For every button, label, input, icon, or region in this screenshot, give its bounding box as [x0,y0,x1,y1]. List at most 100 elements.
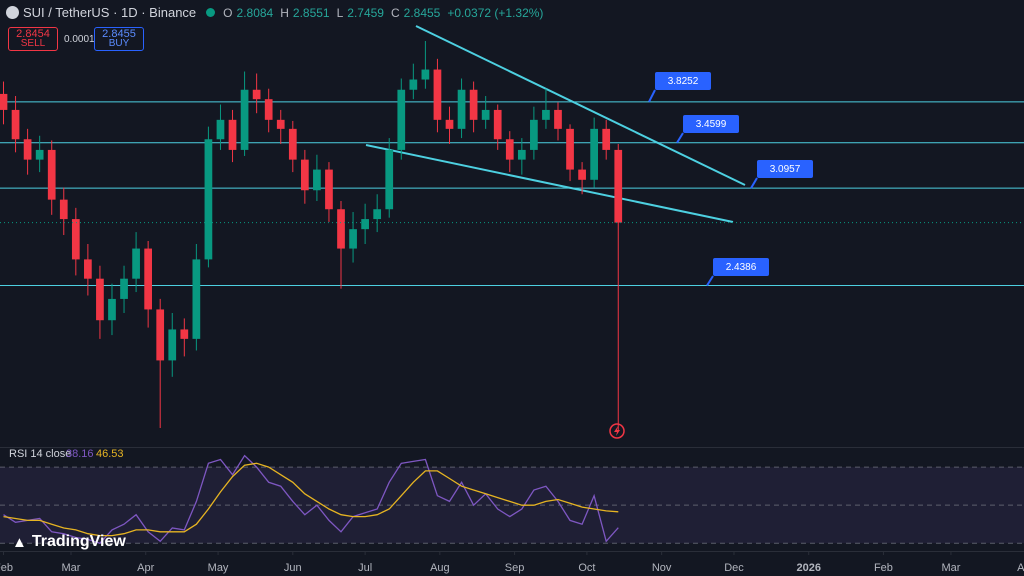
rsi-pane [0,454,1024,544]
candle-body [517,149,526,160]
ohlc-label: L [336,5,344,20]
candle-body [505,139,514,160]
x-tick-label: May [208,562,229,574]
rsi-ma-value: 46.53 [96,448,124,460]
ohlc-label: H [280,5,289,20]
candle-body [84,259,92,279]
candle-body [240,89,249,150]
candle-body [469,89,478,120]
candle-body [337,209,345,249]
candle-body [433,69,442,120]
label-pointer [676,132,684,144]
candle-body [228,119,237,150]
trade-panel: 2.8454 SELL 0.0001 2.8455 BUY [8,27,144,51]
candle-body [481,109,490,120]
candle-body [397,89,406,150]
x-tick-label: Oct [578,562,595,574]
ohlc-value: 2.8455 [403,5,441,20]
candle-body [35,149,44,160]
candles [0,40,1024,431]
candle-body [168,329,177,361]
candle-body [264,99,273,120]
x-tick-label: Mar [941,562,960,574]
candle-body [71,219,80,260]
candle-body [23,139,32,160]
candle-body [180,329,189,339]
x-tick-label: Feb [874,562,893,574]
buy-label: BUY [108,38,130,49]
candle-body [457,89,466,129]
sell-price: 2.8454 [16,28,50,40]
x-tick-label: Apr [1017,562,1024,574]
sell-button[interactable]: 2.8454 SELL [8,27,58,51]
symbol-logo [6,6,19,19]
candle-body [445,119,454,129]
ohlc-value: 2.7459 [347,5,384,20]
ohlc-label: O [223,5,233,20]
x-tick-label: Feb [0,562,13,574]
candle-body [120,278,128,299]
candle-body [349,229,357,249]
x-tick-label: Apr [137,562,154,574]
candle-body [11,109,20,140]
level-label: 2.4386 [726,262,757,273]
candle-body [313,169,321,191]
label-pointer [750,177,758,189]
candle-body [554,109,562,129]
ohlc-value: 2.8551 [292,5,330,20]
level-labels: 3.8252 3.4599 3.0957 2.4386 [648,72,813,287]
x-tick-label: Nov [652,562,672,574]
candle-body [144,248,153,310]
ohlc-value: 2.8084 [236,5,274,20]
buy-button[interactable]: 2.8455 BUY [94,27,144,51]
candle-body [276,119,285,129]
candle-body [578,169,586,180]
candle-body [493,109,502,140]
candle-body [590,128,599,180]
candle-body [132,248,140,279]
candle-body [204,139,213,260]
candle-body [542,109,550,120]
spread: 0.0001 [64,33,95,45]
candle-body [373,209,382,220]
candle-body [108,298,116,321]
candle-body [192,259,201,339]
sell-label: SELL [20,38,46,49]
candle-body [361,219,369,230]
candle-body [0,93,8,110]
x-tick-label: Jun [284,562,302,574]
symbol[interactable]: SUI / TetherUS · 1D · Binance [23,5,197,20]
level-label-box [713,258,769,276]
level-label: 3.4599 [696,119,727,130]
candle-body [59,199,68,220]
rsi-line [3,454,619,544]
x-tick-label: 2026 [796,562,820,574]
x-tick-label: Dec [724,562,744,574]
candle-body [47,149,56,200]
x-tick-label: Jul [358,562,372,574]
x-axis: Feb Mar Apr May Jun Jul Aug Sep Oct Nov Dec 2026 Feb… [0,551,1024,574]
change: +0.0372 (+1.32%) [447,5,544,20]
candle-body [614,149,623,223]
candle-body [566,128,574,170]
level-label-box [655,72,711,90]
candle-body [288,128,297,160]
candle-body [530,119,538,150]
candle-body [385,149,394,210]
status-dot [206,8,216,17]
candle-body [409,79,418,90]
candle-body [216,119,225,140]
rsi-value: 38.16 [66,448,94,460]
tradingview-logo[interactable]: ▲ TradingView [12,533,126,551]
level-label-box [683,115,739,133]
rsi-title: RSI 14 close [9,448,71,460]
x-tick-label: Aug [430,562,450,574]
candle-body [96,278,104,321]
logo-text: TradingView [31,533,126,550]
candle-body [252,89,261,100]
candle-body [156,309,165,361]
